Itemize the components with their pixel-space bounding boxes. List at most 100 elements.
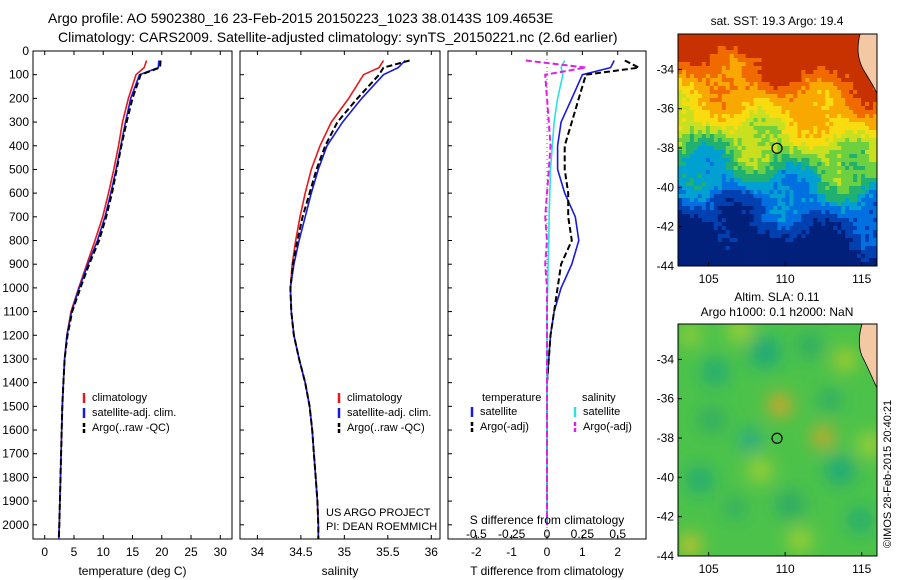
sst-cell <box>809 246 814 251</box>
sst-cell <box>857 114 862 119</box>
sst-cell <box>761 202 766 207</box>
sst-cell <box>713 118 719 123</box>
sst-cell <box>745 114 750 119</box>
sst-cell <box>837 74 842 79</box>
sst-cell <box>833 214 838 219</box>
sst-cell <box>765 178 770 183</box>
sst-cell <box>853 54 858 59</box>
sst-cell <box>857 94 862 99</box>
sst-cell <box>693 46 699 51</box>
sst-cell <box>765 74 770 79</box>
sst-cell <box>729 182 735 187</box>
sst-cell <box>713 74 719 79</box>
sst-cell <box>793 222 798 227</box>
sst-cell <box>681 166 687 171</box>
sst-cell <box>753 66 758 71</box>
sst-cell <box>861 158 866 163</box>
sst-cell <box>729 230 735 235</box>
sst-cell <box>849 86 854 91</box>
sst-cell <box>837 226 842 231</box>
sst-cell <box>789 250 794 255</box>
sst-cell <box>821 206 826 211</box>
sst-cell <box>725 98 731 103</box>
sst-cell <box>869 102 874 107</box>
sst-cell <box>681 130 687 135</box>
sst-cell <box>717 122 723 127</box>
sst-cell <box>789 174 794 179</box>
sst-cell <box>757 150 762 155</box>
sst-cell <box>693 226 699 231</box>
sst-cell <box>841 166 846 171</box>
sst-cell <box>709 182 715 187</box>
sst-cell <box>701 174 707 179</box>
sst-cell <box>721 226 727 231</box>
sst-cell <box>813 46 818 51</box>
sst-cell <box>825 170 830 175</box>
sst-cell <box>837 146 842 151</box>
sst-cell <box>761 262 766 266</box>
sst-cell <box>861 186 866 191</box>
sst-cell <box>697 98 703 103</box>
sst-cell <box>729 138 735 143</box>
sst-cell <box>745 246 750 251</box>
sla-blob <box>725 498 745 518</box>
map-y-tick-label: -40 <box>657 180 675 194</box>
sst-cell <box>869 150 874 155</box>
sst-cell <box>761 150 766 155</box>
sst-cell <box>853 242 858 247</box>
sst-cell <box>869 194 874 199</box>
sst-cell <box>749 118 754 123</box>
sst-cell <box>733 70 738 75</box>
sst-cell <box>745 162 750 167</box>
sst-cell <box>833 170 838 175</box>
sst-cell <box>697 262 703 266</box>
sst-cell <box>869 134 874 139</box>
sst-cell <box>769 202 774 207</box>
sst-cell <box>753 262 758 266</box>
sst-cell <box>717 158 723 163</box>
sst-cell <box>773 106 778 111</box>
sst-cell <box>797 86 802 91</box>
sst-cell <box>845 178 850 183</box>
sst-cell <box>701 142 707 147</box>
sst-cell <box>689 98 695 103</box>
sst-cell <box>801 154 806 159</box>
sst-cell <box>717 74 723 79</box>
sst-cell <box>837 38 842 43</box>
sst-cell <box>837 230 842 235</box>
sst-cell <box>781 130 786 135</box>
sst-cell <box>845 110 850 115</box>
sst-cell <box>725 178 731 183</box>
sst-cell <box>769 42 774 47</box>
sst-cell <box>681 250 687 255</box>
sst-cell <box>733 234 738 239</box>
sst-cell <box>801 86 806 91</box>
sst-cell <box>765 198 770 203</box>
sst-cell <box>753 142 758 147</box>
sst-cell <box>761 34 766 39</box>
sst-cell <box>757 186 762 191</box>
sst-cell <box>805 130 810 135</box>
sst-cell <box>805 126 810 131</box>
sst-cell <box>781 226 786 231</box>
sst-cell <box>789 114 794 119</box>
sst-cell <box>773 78 778 83</box>
sst-cell <box>777 146 782 151</box>
sst-cell <box>681 210 687 215</box>
sst-cell <box>853 142 858 147</box>
sst-cell <box>717 70 723 75</box>
sst-cell <box>797 202 802 207</box>
sst-cell <box>801 74 806 79</box>
sst-cell <box>685 98 691 103</box>
sst-cell <box>845 42 850 47</box>
sst-cell <box>721 246 727 251</box>
sst-cell <box>678 62 683 67</box>
sst-cell <box>749 62 754 67</box>
sst-cell <box>701 210 707 215</box>
sst-cell <box>805 166 810 171</box>
sst-cell <box>741 194 746 199</box>
sst-cell <box>737 78 742 83</box>
sst-cell <box>781 166 786 171</box>
sst-cell <box>733 226 738 231</box>
sst-cell <box>725 222 731 227</box>
